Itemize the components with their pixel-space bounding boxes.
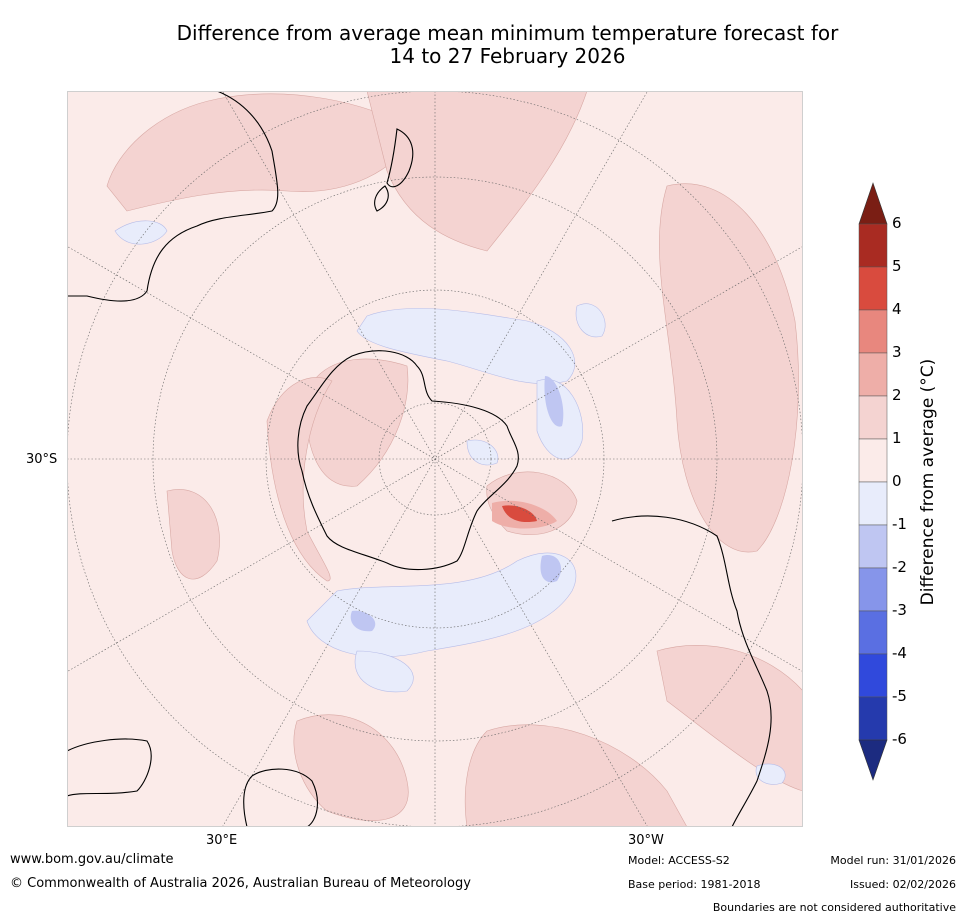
- cool-spot-3: [350, 610, 376, 632]
- map-border: [67, 91, 803, 827]
- polar-map: [67, 91, 803, 827]
- copyright-text: © Commonwealth of Australia 2026, Austra…: [10, 876, 471, 891]
- warm-region-nz: [366, 91, 588, 252]
- warm-region-se: [464, 724, 688, 827]
- colorbar-band: [858, 352, 888, 397]
- warm-ring-west: [266, 377, 333, 582]
- warm-spot-2: [502, 505, 537, 523]
- website-link[interactable]: www.bom.gov.au/climate: [10, 852, 174, 867]
- cool-region-pole: [466, 439, 499, 466]
- coast-new-zealand-south: [374, 185, 389, 212]
- warm-region-south: [293, 714, 409, 821]
- colorbar-tick-label: -6: [892, 730, 907, 748]
- warm-region-antarctic: [305, 358, 409, 487]
- coastlines: [67, 91, 772, 827]
- colorbar-tick-label: 6: [892, 214, 902, 232]
- model-text: Model: ACCESS-S2: [628, 854, 730, 867]
- lat-circle-45s: [152, 176, 718, 742]
- colorbar-tick-label: 0: [892, 472, 902, 490]
- lon-label-30w: 30°W: [628, 833, 664, 848]
- colorbar-tick-label: -4: [892, 644, 907, 662]
- colorbar-extend-min: [858, 739, 888, 781]
- coast-south-america: [611, 515, 772, 827]
- colorbar-band: [858, 395, 888, 440]
- coast-africa: [67, 738, 152, 797]
- colorbar-tick-label: 2: [892, 386, 902, 404]
- colorbar-band: [858, 610, 888, 655]
- colorbar-tick-label: 1: [892, 429, 902, 447]
- lat-label-30s: 30°S: [26, 452, 58, 467]
- coast-madagascar: [243, 768, 318, 827]
- cool-spot-1: [544, 376, 564, 427]
- colorbar-tick-label: -2: [892, 558, 907, 576]
- coast-antarctica: [297, 350, 519, 571]
- colorbar-extend-max: [858, 182, 888, 225]
- colorbar-tick-label: 4: [892, 300, 902, 318]
- cool-spot-2: [540, 555, 562, 583]
- cool-region-north-ring: [356, 308, 576, 384]
- lon-label-30e: 30°E: [206, 833, 238, 848]
- colorbar-tick-label: -3: [892, 601, 907, 619]
- warm-region-far-se: [656, 645, 803, 792]
- warm-region-sw: [166, 489, 220, 580]
- colorbar-band: [858, 266, 888, 311]
- colorbar: [858, 182, 888, 781]
- colorbar-tick-label: 5: [892, 257, 902, 275]
- warm-region-east: [659, 183, 799, 553]
- colorbar-tick-label: -5: [892, 687, 907, 705]
- colorbar-band: [858, 438, 888, 483]
- colorbar-band: [858, 653, 888, 698]
- colorbar-tick-label: -1: [892, 515, 907, 533]
- title-line-2: 14 to 27 February 2026: [389, 44, 626, 68]
- colorbar-tick-label: 3: [892, 343, 902, 361]
- colorbar-band: [858, 481, 888, 526]
- title-line-1: Difference from average mean minimum tem…: [176, 21, 839, 45]
- disclaimer-text: Boundaries are not considered authoritat…: [712, 901, 956, 914]
- map-title: Difference from average mean minimum tem…: [60, 22, 955, 68]
- colorbar-title: Difference from average (°C): [918, 358, 938, 606]
- colorbar-band: [858, 223, 888, 268]
- colorbar-band: [858, 309, 888, 354]
- cool-region-ne: [575, 303, 606, 338]
- cool-region-sw-small: [354, 650, 414, 693]
- base-period-text: Base period: 1981-2018: [628, 878, 761, 891]
- coast-australia: [67, 91, 279, 302]
- coast-new-zealand-north: [386, 128, 414, 188]
- colorbar-band: [858, 567, 888, 612]
- cool-region-se-small: [755, 763, 786, 785]
- strong-anomaly-spots: [350, 376, 564, 632]
- model-run-text: Model run: 31/01/2026: [830, 854, 956, 867]
- colorbar-band: [858, 524, 888, 569]
- colorbar-band: [858, 696, 888, 741]
- issued-text: Issued: 02/02/2026: [849, 878, 956, 891]
- cool-region-nw: [114, 220, 168, 245]
- warm-anomaly-regions: [106, 91, 803, 827]
